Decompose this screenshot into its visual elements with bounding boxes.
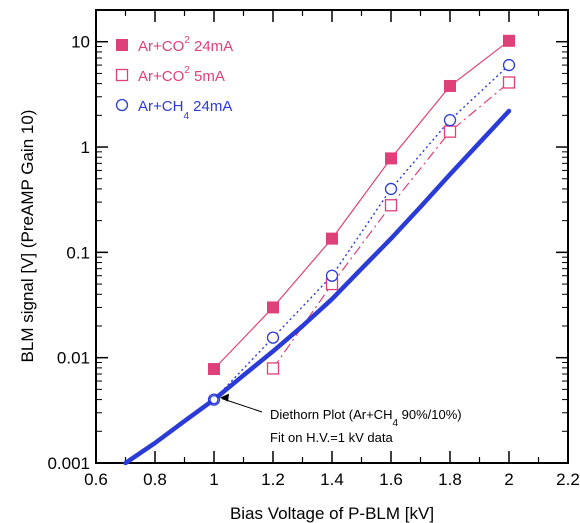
series-line-3	[123, 108, 512, 466]
annotation-arrow-line	[221, 398, 263, 413]
legend-label-main: Ar+CH	[138, 98, 183, 115]
diethorn-annotation-tail: 90%/10%)	[398, 407, 462, 422]
legend-label-tail: 24mA	[190, 38, 233, 55]
diethorn-annotation-subscript: 4	[392, 418, 398, 429]
x-tick-label: 1.2	[261, 470, 285, 489]
series-2-point	[502, 58, 516, 72]
series-0-point	[208, 363, 220, 376]
series-2-point	[325, 269, 339, 282]
series-1-point	[502, 76, 516, 89]
diethorn-annotation: Diethorn Plot (Ar+CH4 90%/10%)	[270, 407, 462, 429]
x-tick-label: 0.6	[84, 470, 108, 489]
y-tick-label: 0.01	[57, 349, 90, 368]
series-2-point	[443, 113, 457, 127]
legend-label-subscript: 2	[184, 35, 190, 46]
diethorn-annotation-main: Diethorn Plot (Ar+CH	[270, 407, 392, 422]
legend-label-subscript: 4	[183, 111, 189, 122]
x-tick-label: 2	[504, 470, 513, 489]
legend-marker-2	[115, 98, 129, 112]
series-0-point	[444, 79, 456, 92]
series-1-point	[266, 362, 280, 375]
axis-ticks: 0.6 0.8 1 1.2 1.4 1.6 1.8 2 2.2 0.001 0.01 0.1 1 10	[47, 9, 580, 489]
x-tick-label: 1	[209, 470, 218, 489]
legend-label-main: Ar+CO	[138, 38, 184, 55]
legend-marker-1	[115, 68, 129, 82]
legend-label-1: Ar+CO2 5mA	[138, 65, 225, 85]
legend-label-tail: 24mA	[189, 98, 232, 115]
series-2-point	[266, 331, 280, 344]
series-0-point	[385, 152, 397, 165]
series-1-point	[443, 125, 457, 138]
series-line-1	[272, 82, 510, 369]
series-0-point	[503, 34, 515, 47]
series-2-point	[384, 182, 398, 196]
series-0-point	[267, 301, 279, 314]
series-layer	[123, 34, 516, 466]
y-tick-label: 10	[71, 33, 90, 52]
series-line-2	[213, 64, 510, 401]
annotation-layer: Diethorn Plot (Ar+CH4 90%/10%)Fit on H.V…	[209, 393, 462, 445]
x-tick-label: 1.8	[438, 470, 462, 489]
series-line-0	[213, 40, 510, 370]
series-0-point	[326, 232, 338, 245]
x-axis-label: Bias Voltage of P-BLM [kV]	[230, 504, 434, 523]
y-tick-label: 1	[81, 138, 90, 157]
x-tick-label: 2.2	[556, 470, 580, 489]
legend-label-main: Ar+CO	[138, 68, 184, 85]
legend-label-tail: 5mA	[190, 68, 225, 85]
y-axis-label: BLM signal [V] (PreAMP Gain 10)	[18, 110, 37, 363]
x-tick-label: 1.4	[320, 470, 344, 489]
x-tick-label: 1.6	[379, 470, 403, 489]
y-tick-label: 0.1	[66, 243, 90, 262]
series-1-point	[384, 199, 398, 212]
legend-marker-0	[116, 39, 128, 51]
legend-label-0: Ar+CO2 24mA	[138, 35, 233, 55]
legend-label-2: Ar+CH4 24mA	[138, 98, 232, 122]
x-tick-label: 0.8	[143, 470, 167, 489]
annotation-arrowhead	[220, 393, 229, 402]
fit-note: Fit on H.V.=1 kV data	[270, 430, 394, 445]
y-tick-label: 0.001	[47, 454, 90, 473]
legend-label-subscript: 2	[184, 65, 190, 76]
fit-point-marker	[209, 394, 219, 405]
